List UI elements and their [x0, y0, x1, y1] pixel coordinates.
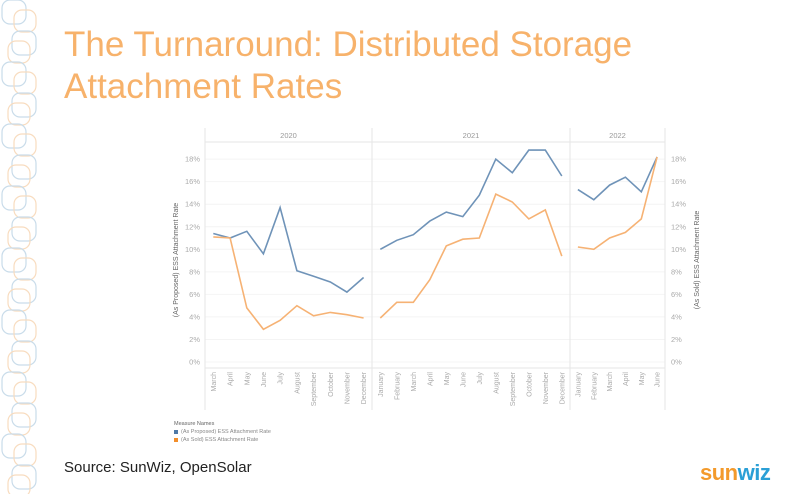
- ring-icon: [7, 412, 31, 436]
- slide-title: The Turnaround: Distributed Storage Atta…: [64, 25, 633, 106]
- ring-icon: [7, 288, 31, 312]
- panel-header-2020: 2020: [280, 131, 297, 140]
- x-tick-label: November: [543, 371, 550, 404]
- series-line-proposed-2022: [577, 156, 658, 201]
- panel-header-2021: 2021: [463, 131, 480, 140]
- x-tick-label: July: [278, 372, 285, 385]
- ring-icon: [13, 257, 37, 281]
- ring-icon: [13, 133, 37, 157]
- y-tick-right: 8%: [671, 267, 682, 276]
- x-tick-label: April: [623, 372, 630, 386]
- ring-icon: [13, 319, 37, 343]
- x-tick-label: July: [477, 372, 484, 385]
- x-tick-label: June: [655, 372, 662, 387]
- ring-icon: [13, 443, 37, 467]
- sunwiz-logo: sunwiz: [700, 460, 771, 485]
- x-tick-label: November: [344, 371, 351, 404]
- panel-header-2022: 2022: [609, 131, 626, 140]
- y-tick-right: 4%: [671, 312, 682, 321]
- ring-icon: [11, 278, 37, 304]
- x-tick-label: October: [328, 371, 335, 397]
- y-tick-left: 10%: [185, 245, 200, 254]
- series-line-sold-2020: [213, 236, 364, 331]
- legend-item-sold: (As Sold) ESS Attachment Rate: [174, 436, 271, 444]
- y-tick-right: 18%: [671, 155, 686, 164]
- x-tick-label: May: [444, 372, 451, 386]
- y-tick-left: 6%: [189, 290, 200, 299]
- y-tick-right: 10%: [671, 245, 686, 254]
- x-tick-label: May: [639, 372, 646, 386]
- y-tick-left: 0%: [189, 358, 200, 367]
- legend-title: Measure Names: [174, 421, 215, 427]
- ring-icon: [7, 164, 31, 188]
- y-tick-right: 0%: [671, 358, 682, 367]
- source-note: Source: SunWiz, OpenSolar: [64, 459, 252, 476]
- y-tick-right: 6%: [671, 290, 682, 299]
- y-tick-left: 2%: [189, 335, 200, 344]
- y-tick-left: 8%: [189, 267, 200, 276]
- ring-icon: [11, 30, 37, 56]
- y-tick-left: 14%: [185, 200, 200, 209]
- y-tick-right: 12%: [671, 222, 686, 231]
- x-tick-label: April: [427, 372, 434, 386]
- x-tick-label: December: [559, 371, 566, 404]
- ring-icon: [11, 402, 37, 428]
- y-axis-label-left: (As Proposed) ESS Attachment Rate: [173, 203, 180, 317]
- series-line-proposed-2021: [379, 149, 563, 251]
- x-tick-label: June: [460, 372, 467, 387]
- ring-icon: [13, 71, 37, 95]
- ring-icon: [13, 381, 37, 405]
- ring-icon: [11, 216, 37, 242]
- y-tick-left: 18%: [185, 155, 200, 164]
- ring-icon: [7, 474, 31, 494]
- decorative-rings: [1, 0, 37, 494]
- ring-icon: [13, 9, 37, 33]
- series-line-proposed-2020: [213, 204, 365, 294]
- x-tick-label: June: [261, 372, 268, 387]
- y-axis-label-right: (As Sold) ESS Attachment Rate: [694, 211, 701, 310]
- series-line-sold-2022: [577, 156, 658, 251]
- x-tick-label: January: [575, 372, 582, 397]
- ring-icon: [11, 92, 37, 118]
- x-tick-label: September: [311, 371, 318, 406]
- ring-icon: [7, 350, 31, 374]
- y-tick-right: 14%: [671, 200, 686, 209]
- x-tick-label: February: [591, 372, 598, 401]
- y-tick-right: 2%: [671, 335, 682, 344]
- series-line-sold-2021: [379, 193, 563, 319]
- x-tick-label: August: [294, 372, 301, 394]
- x-tick-label: May: [244, 372, 251, 386]
- x-tick-label: February: [394, 372, 401, 401]
- x-tick-label: March: [607, 372, 614, 392]
- ring-icon: [13, 195, 37, 219]
- x-tick-label: August: [493, 372, 500, 394]
- x-tick-label: March: [411, 372, 418, 392]
- legend: Measure Names (As Proposed) ESS Attachme…: [174, 420, 271, 444]
- legend-item-proposed: (As Proposed) ESS Attachment Rate: [174, 428, 271, 436]
- x-tick-label: October: [526, 371, 533, 397]
- y-tick-left: 16%: [185, 177, 200, 186]
- x-tick-label: April: [228, 372, 235, 386]
- ring-icon: [11, 154, 37, 180]
- y-tick-right: 16%: [671, 177, 686, 186]
- ring-icon: [11, 464, 37, 490]
- ring-icon: [7, 40, 31, 64]
- x-tick-label: March: [211, 372, 218, 392]
- ring-icon: [7, 226, 31, 250]
- y-tick-left: 4%: [189, 312, 200, 321]
- x-tick-label: January: [378, 372, 385, 397]
- ring-icon: [7, 102, 31, 126]
- x-tick-label: September: [510, 371, 517, 406]
- ring-icon: [11, 340, 37, 366]
- x-tick-label: December: [361, 371, 368, 404]
- y-tick-left: 12%: [185, 222, 200, 231]
